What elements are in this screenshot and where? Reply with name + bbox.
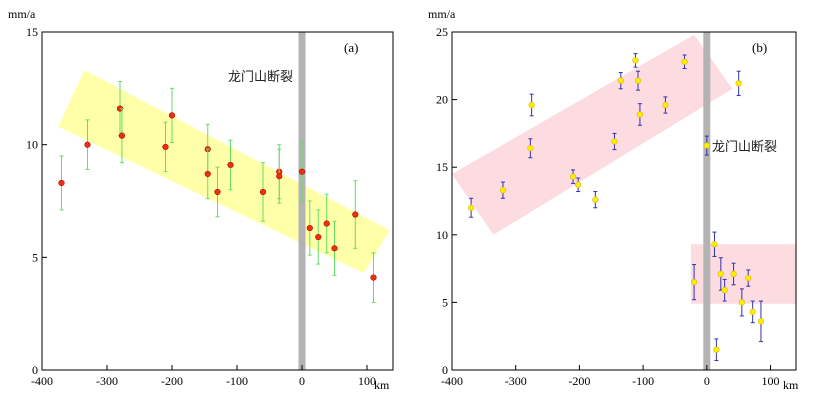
panel-a-point-0 [58, 179, 65, 187]
panel-b-xtick-label-3: -100 [632, 374, 654, 388]
panel-a-point-4 [162, 143, 169, 151]
panel-b-point-24 [757, 318, 765, 325]
panel-a-point-19 [370, 274, 377, 281]
panel-b-point-25 [713, 346, 720, 353]
panel-b-band-layer [452, 34, 796, 304]
panel-a-point-10 [259, 188, 267, 196]
panel-b-xlabel: km [783, 378, 799, 392]
panel-b-point-2 [528, 101, 535, 109]
panel-b-point-21 [738, 299, 745, 306]
panel-a-xtick-label-0: -400 [31, 374, 53, 388]
panel-b-xtick-label-2: -200 [568, 374, 590, 388]
panel-a-fault-label: 龙门山断裂 [228, 70, 293, 85]
panel-b-point-0 [468, 204, 475, 211]
panel-a-points [58, 81, 377, 303]
panel-a-xtick-label-2: -200 [161, 374, 183, 388]
panel-b-point-6 [592, 196, 599, 203]
panel-b-trend-band [452, 34, 733, 235]
panel-b-frame [451, 31, 797, 371]
panel-b-point-10 [634, 77, 642, 84]
panel-b-ticks: -400 -300 -200 -100 0 100 0 5 10 15 20 25 [436, 25, 780, 388]
panel-a-point-8 [214, 188, 221, 196]
panel-a-band-layer [58, 70, 390, 274]
panel-b-trend-band-2 [690, 244, 796, 304]
panel-b-point-18 [717, 270, 724, 278]
panel-b-point-1 [499, 187, 507, 194]
panel-a-point-14 [306, 224, 313, 232]
panel-b-ytick-label-2: 10 [436, 228, 448, 242]
panel-a-frame [41, 31, 394, 371]
panel-a-point-7 [204, 170, 211, 178]
panel-a-panel-label: (a) [344, 40, 358, 55]
panel-b-ytick-label-1: 5 [442, 295, 448, 309]
panel-a-point-5 [168, 112, 176, 119]
panel-b-ytick-label-5: 25 [436, 25, 448, 39]
panel-b-ytick-label-3: 15 [436, 160, 448, 174]
panel-a-point-1 [84, 141, 91, 148]
panel-a-ticks: -400 -300 -200 -100 0 100 0 5 10 15 [26, 25, 376, 388]
panel-b-point-9 [632, 57, 639, 64]
panel-b-point-17 [711, 241, 718, 248]
panel-a-point-18 [352, 211, 359, 218]
panel-a-point-15 [315, 233, 322, 241]
panel-b-fault-label: 龙门山断裂 [712, 140, 777, 155]
panel-a-ytick-label-2: 10 [26, 138, 38, 152]
panel-a-point-3 [118, 132, 126, 139]
panel-b-panel-label: (b) [752, 40, 767, 55]
panel-a: mm/a -400 -300 -200 -100 0 100 0 5 10 15 km (a) 龙… [8, 7, 394, 392]
panel-b-point-12 [662, 101, 669, 109]
panel-b-point-22 [745, 274, 752, 282]
panel-b-point-15 [735, 80, 742, 87]
panel-a-xtick-label-4: 0 [299, 374, 305, 388]
panel-b-xtick-label-5: 100 [762, 374, 780, 388]
panel-b-point-16 [690, 279, 698, 286]
panel-b-point-4 [569, 173, 577, 180]
panel-b-point-14 [703, 142, 710, 149]
panel-b-point-11 [636, 111, 644, 118]
panel-a-ytick-label-3: 15 [26, 25, 38, 39]
panel-b-xtick-label-1: -300 [505, 374, 527, 388]
panel-a-point-12 [276, 173, 283, 180]
panel-b-ytick-label-0: 0 [442, 363, 448, 377]
panel-b-point-5 [575, 181, 582, 188]
panel-b-xtick-label-0: -400 [441, 374, 463, 388]
panel-a-ytick-label-1: 5 [32, 250, 38, 264]
panel-a-trend-band [58, 70, 390, 274]
panel-b-point-8 [617, 77, 624, 84]
panel-a-ylabel: mm/a [8, 7, 36, 21]
panel-b-fault-bar [703, 32, 711, 370]
panel-b-point-23 [749, 308, 756, 315]
panel-b-point-3 [527, 145, 534, 152]
panel-b-points [468, 53, 765, 362]
panel-b-point-13 [681, 58, 688, 65]
panel-b-ylabel: mm/a [428, 7, 456, 21]
panel-b-xtick-label-4: 0 [704, 374, 710, 388]
panel-b: mm/a -400 -300 -200 -100 0 100 0 5 10 15 20 25 km (… [428, 7, 799, 392]
panel-b-ytick-label-4: 20 [436, 93, 448, 107]
panel-a-point-16 [323, 220, 330, 227]
panel-a-xlabel: km [374, 378, 390, 392]
panel-a-xtick-label-1: -300 [96, 374, 118, 388]
panel-a-ytick-label-0: 0 [32, 363, 38, 377]
panel-b-point-20 [730, 270, 737, 278]
panel-b-point-7 [611, 138, 618, 145]
panel-a-point-17 [331, 245, 338, 252]
panel-a-point-13 [298, 168, 306, 175]
panel-a-xtick-label-3: -100 [226, 374, 248, 388]
panel-b-point-19 [721, 287, 728, 294]
panel-a-point-9 [227, 161, 234, 169]
panel-a-xtick-label-5: 100 [358, 374, 376, 388]
